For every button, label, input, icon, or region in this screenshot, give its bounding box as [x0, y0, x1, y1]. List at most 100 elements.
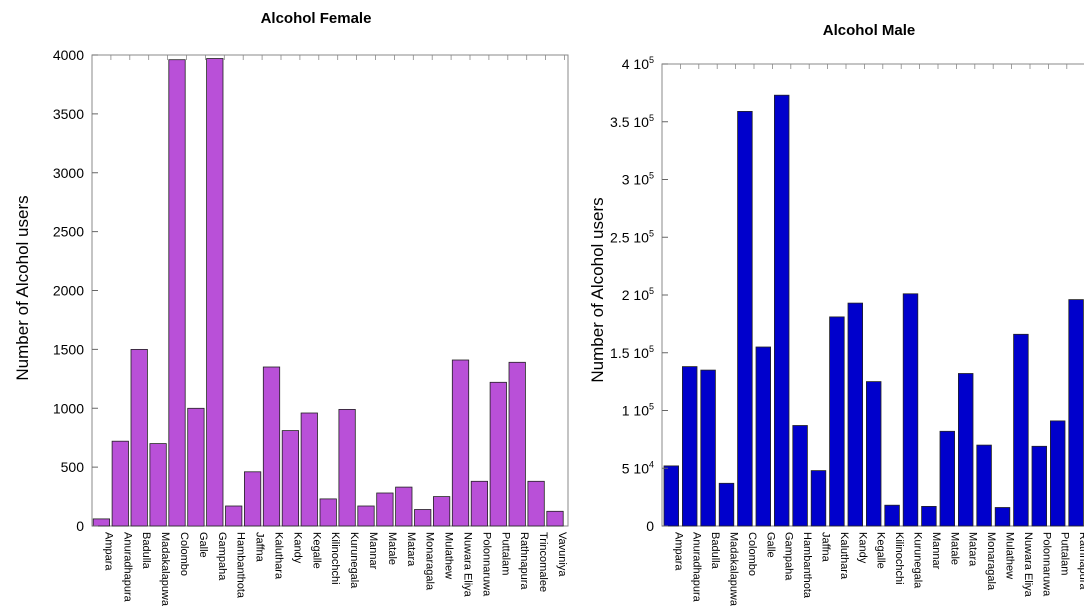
- male-x-label: Matale: [948, 532, 960, 565]
- female-chart: Alcohol Female Number of Alcohol users 0…: [13, 10, 569, 607]
- female-x-label: Trincomalee: [537, 532, 549, 592]
- male-x-label: Jaffna: [820, 532, 832, 563]
- female-bar-nuwara-eliya: [451, 359, 470, 527]
- female-bar-mannar: [357, 505, 375, 527]
- female-x-label: Matale: [386, 532, 398, 565]
- female-y-tick-label: 4000: [53, 47, 84, 63]
- female-x-label: Ampara: [102, 532, 114, 571]
- female-x-label: Kegalle: [310, 532, 322, 569]
- female-y-tick-label: 1000: [53, 400, 84, 416]
- male-bar-puttalam: [1050, 420, 1066, 527]
- male-bar-monaragala: [976, 444, 992, 527]
- female-y-axis-label: Number of Alcohol users: [13, 195, 32, 380]
- male-x-label: Polonnaruwa: [1040, 532, 1052, 597]
- male-bar-mannar: [921, 505, 937, 527]
- female-bar-badulla: [130, 348, 148, 527]
- male-chart-title: Alcohol Male: [823, 22, 916, 39]
- male-x-label: Mulathew: [1004, 532, 1016, 579]
- male-bar-ampara: [663, 465, 680, 527]
- female-x-label: Puttalam: [499, 532, 511, 575]
- female-bar-gampaha: [206, 58, 224, 527]
- female-x-label: Polonnaruwa: [480, 532, 492, 597]
- female-bar-galle: [187, 407, 205, 527]
- male-bar-kilinochchi: [884, 504, 900, 527]
- female-y-tick-label: 2000: [53, 283, 84, 299]
- female-x-label: Kurunegala: [348, 532, 360, 589]
- male-bar-rathnapura: [1068, 299, 1084, 527]
- female-bar-anuradhapura: [111, 440, 129, 527]
- female-bars: [92, 58, 564, 527]
- male-bar-kaluthara: [829, 316, 845, 527]
- male-y-ticks: 0 5 104 1 105 1.5 105 2 105 2.5 105 3 105 3.5 1…: [610, 55, 1068, 534]
- female-x-label: Vavuniya: [556, 532, 568, 577]
- female-bar-colombo: [168, 59, 186, 527]
- female-x-label: Gampaha: [216, 532, 228, 581]
- male-bar-mulathew: [994, 507, 1011, 527]
- female-bar-kegalle: [300, 412, 318, 527]
- female-x-label: Kaluthara: [273, 532, 285, 580]
- male-bar-kurunegala: [902, 293, 919, 527]
- male-x-label: Nuwara Eliya: [1022, 532, 1034, 598]
- male-bar-gampaha: [774, 94, 790, 527]
- male-y-tick-label: 2.5 105: [610, 228, 654, 245]
- male-x-label: Kaluthara: [838, 532, 850, 580]
- female-bar-kandy: [281, 430, 300, 527]
- female-bar-vavuniya: [546, 510, 564, 527]
- female-x-label: Hambanthota: [235, 532, 247, 599]
- female-x-label: Mulathew: [443, 532, 455, 579]
- male-x-label: Kilinochchi: [893, 532, 905, 585]
- male-y-tick-label: 1.5 105: [610, 344, 654, 361]
- male-y-tick-label: 3.5 105: [610, 113, 654, 130]
- female-bar-kaluthara: [262, 366, 281, 527]
- female-bar-rathnapura: [508, 361, 526, 527]
- female-x-label: Monaragala: [424, 532, 436, 591]
- male-y-tick-label: 5 104: [622, 459, 654, 476]
- female-x-labels: Ampara Anuradhapura Badulla Madakalapuwa Col…: [102, 532, 568, 607]
- female-y-tick-label: 3000: [53, 165, 84, 181]
- male-x-label: Kegalle: [875, 532, 887, 569]
- male-y-tick-label: 2 105: [622, 286, 654, 303]
- male-x-label: Rathnapura: [1077, 532, 1084, 590]
- male-x-labels: Ampara Anuradhapura Badulla Madakalapuwa Col…: [672, 532, 1084, 607]
- male-bar-anuradhapura: [682, 366, 698, 527]
- female-x-label: Nuwara Eliya: [462, 532, 474, 598]
- female-x-label: Kandy: [291, 532, 303, 564]
- female-bar-trincomalee: [527, 480, 545, 527]
- female-y-ticks: 0 500 1000 1500 2000 2500 3000 3500 4000: [53, 47, 565, 534]
- male-bar-galle: [755, 346, 772, 527]
- female-bar-kurunegala: [338, 408, 356, 527]
- female-x-label: Anuradhapura: [121, 532, 133, 603]
- male-x-label: Gampaha: [783, 532, 795, 581]
- male-bar-badulla: [700, 369, 716, 527]
- male-bar-polonnaruwa: [1031, 445, 1048, 527]
- male-y-tick-label: 4 105: [622, 55, 654, 72]
- male-bar-matara: [958, 373, 974, 527]
- female-bar-madakalapuwa: [149, 443, 167, 527]
- female-x-label: Kilinochchi: [329, 532, 341, 585]
- male-bar-colombo: [737, 111, 753, 527]
- female-x-label: Colombo: [178, 532, 190, 576]
- female-x-label: Madakalapuwa: [159, 532, 171, 607]
- male-y-axis-label: Number of Alcohol users: [588, 197, 607, 382]
- male-bar-madakalapuwa: [718, 482, 735, 527]
- female-y-tick-label: 500: [61, 459, 85, 475]
- female-bar-mulathew: [432, 496, 451, 527]
- male-x-label: Colombo: [746, 532, 758, 576]
- female-bar-puttalam: [489, 381, 507, 527]
- male-x-label: Ampara: [672, 532, 684, 571]
- female-bar-polonnaruwa: [470, 480, 489, 527]
- female-bar-matara: [395, 486, 413, 527]
- female-y-tick-label: 2500: [53, 224, 84, 240]
- female-bar-ampara: [92, 518, 110, 527]
- male-x-label: Matara: [967, 532, 979, 567]
- female-x-label: Matara: [405, 532, 417, 567]
- male-y-tick-label: 3 105: [622, 171, 654, 188]
- male-bars: [663, 94, 1084, 527]
- female-x-label: Rathnapura: [518, 532, 530, 590]
- male-bar-jaffna: [810, 470, 827, 527]
- male-x-label: Kandy: [856, 532, 868, 564]
- male-x-label: Kurunegala: [912, 532, 924, 589]
- male-x-label: Galle: [764, 532, 776, 558]
- female-x-label: Jaffna: [254, 532, 266, 563]
